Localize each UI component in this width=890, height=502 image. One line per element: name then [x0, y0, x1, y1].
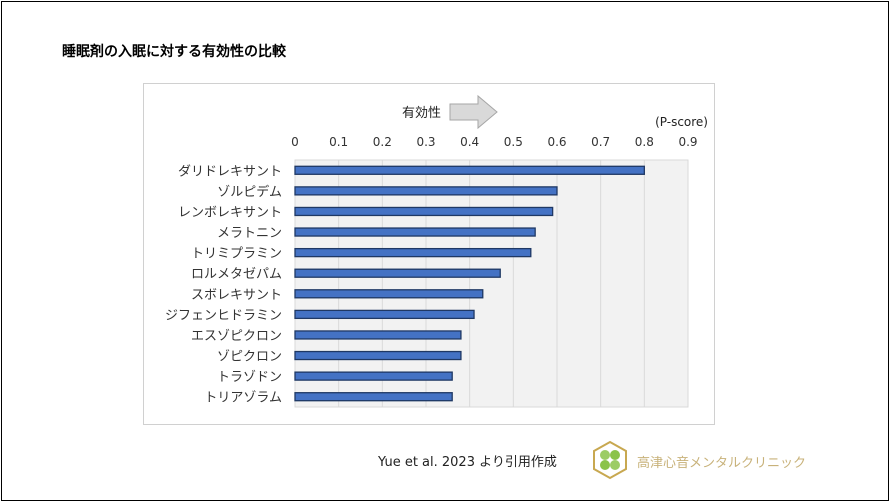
bar [294, 330, 462, 340]
x-tick-label: 0.7 [591, 135, 610, 149]
category-label: ダリドレキサント [178, 164, 282, 179]
bar [294, 186, 558, 196]
category-label: ジフェンヒドラミン [165, 308, 282, 323]
bar [294, 165, 645, 175]
bar [294, 268, 501, 278]
category-label: トリアゾラム [204, 391, 282, 406]
x-tick-label: 0.4 [460, 135, 479, 149]
category-label: トリミプラミン [191, 247, 282, 262]
category-label: エスゾピクロン [191, 329, 282, 344]
bar [294, 289, 484, 299]
bar [294, 371, 453, 381]
category-label: スボレキサント [191, 288, 282, 303]
x-tick-label: 0.5 [504, 135, 523, 149]
category-label: ロルメタゼパム [191, 267, 282, 282]
x-tick-label: 0.3 [416, 135, 435, 149]
category-label: トラゾドン [217, 370, 282, 385]
bar [294, 206, 554, 217]
category-label: ゾピクロン [217, 350, 282, 365]
category-label: レンボレキサント [178, 205, 282, 220]
page-title: 睡眠剤の入眠に対する有効性の比較 [62, 44, 286, 60]
unit-label: (P-score) [655, 115, 708, 129]
x-tick-label: 0 [291, 135, 299, 149]
citation: Yue et al. 2023 より引用作成 [378, 455, 557, 470]
clinic-logo-icon [593, 440, 627, 480]
effectiveness-label: 有効性 [402, 106, 441, 121]
category-label: メラトニン [217, 226, 282, 241]
x-tick-label: 0.8 [635, 135, 654, 149]
x-tick-label: 0.6 [547, 135, 566, 149]
x-tick-label: 0.1 [329, 135, 348, 149]
clinic-name: 高津心音メンタルクリニック [637, 456, 807, 471]
category-label: ゾルピデム [217, 184, 282, 200]
bar [294, 247, 532, 258]
bar [294, 227, 536, 237]
arrow-right-icon [449, 94, 498, 130]
x-tick-label: 0.2 [373, 135, 392, 149]
plot-area [294, 159, 689, 408]
bar [294, 392, 453, 402]
bar [294, 309, 475, 320]
x-tick-label: 0.9 [678, 135, 697, 149]
bar [294, 350, 462, 361]
